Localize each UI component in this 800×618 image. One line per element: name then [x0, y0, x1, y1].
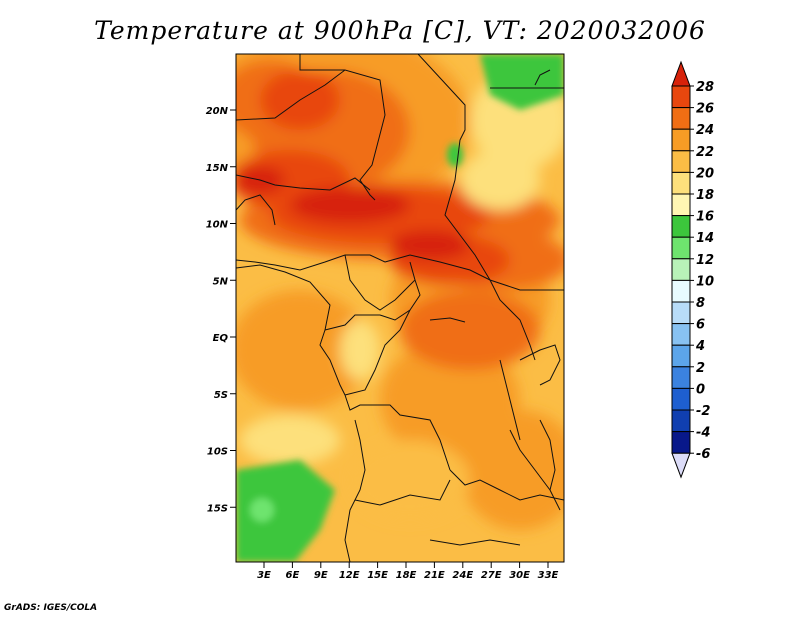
- colorbar-segment: [671, 409, 691, 433]
- temperature-field: [236, 54, 564, 562]
- colorbar-segment: [671, 150, 691, 173]
- colorbar-label: 2: [696, 361, 705, 376]
- lat-label: 5S: [214, 390, 228, 401]
- lon-label: 9E: [314, 570, 328, 581]
- colorbar-segment: [671, 128, 691, 152]
- colorbar-label: 14: [696, 231, 714, 246]
- lon-label: 30E: [509, 570, 530, 581]
- colorbar-segment: [671, 323, 691, 346]
- colorbar-label: -6: [696, 447, 710, 462]
- lon-label: 6E: [286, 570, 300, 581]
- colorbar-segment: [671, 171, 691, 195]
- lat-label: 10N: [206, 220, 229, 231]
- colorbar-label: 22: [696, 145, 714, 160]
- latitude-axis: 20N 15N 10N 5N EQ 5S 10S 15S: [206, 106, 236, 514]
- colorbar-segment: [671, 107, 691, 130]
- footer-credit: GrADS: IGES/COLA: [4, 603, 98, 613]
- colorbar-label: 12: [696, 253, 714, 268]
- colorbar-segment: [671, 344, 691, 368]
- colorbar-segment: [671, 193, 691, 217]
- colorbar-label: 4: [695, 339, 705, 354]
- lat-label: 15S: [207, 503, 228, 514]
- lat-label: EQ: [213, 333, 229, 344]
- colorbar-segment: [671, 431, 691, 454]
- colorbar-label: -2: [696, 404, 710, 419]
- colorbar-label: 24: [696, 123, 714, 138]
- lat-label: 20N: [206, 106, 229, 117]
- colorbar-segment: [671, 279, 691, 303]
- colorbar-top-arrow: [671, 60, 691, 87]
- lon-label: 12E: [339, 570, 360, 581]
- colorbar-segment: [671, 85, 691, 109]
- lon-label: 18E: [396, 570, 417, 581]
- lat-label: 10S: [207, 447, 228, 458]
- lat-label: 5N: [213, 276, 229, 287]
- colorbar-label: 10: [696, 274, 714, 289]
- country-boundaries: [236, 54, 564, 562]
- colorbar-segment: [671, 215, 691, 238]
- colorbar-segment: [671, 258, 691, 281]
- colorbar-segment: [671, 387, 691, 411]
- colorbar-label: -4: [696, 426, 710, 441]
- colorbar-label: 6: [696, 318, 705, 333]
- colorbar-segment: [671, 236, 691, 260]
- lon-label: 24E: [452, 570, 473, 581]
- colorbar-bottom-arrow: [671, 452, 691, 479]
- colorbar-label: 26: [696, 102, 714, 117]
- colorbar-label: 16: [696, 210, 714, 225]
- longitude-axis: 3E 6E 9E 12E 15E 18E 21E 24E 27E 30E 33E: [257, 562, 559, 581]
- lon-label: 15E: [367, 570, 388, 581]
- lon-label: 21E: [424, 570, 445, 581]
- lon-label: 3E: [257, 570, 271, 581]
- chart-title: Temperature at 900hPa [C], VT: 202003200…: [94, 16, 706, 45]
- lon-label: 27E: [481, 570, 502, 581]
- colorbar-label: 20: [696, 166, 714, 181]
- colorbar-segment: [671, 366, 691, 389]
- colorbar-segment: [671, 301, 691, 325]
- colorbar-label: 18: [696, 188, 714, 203]
- lon-label: 33E: [538, 570, 559, 581]
- colorbar-label: 8: [696, 296, 705, 311]
- colorbar-label: 0: [696, 382, 705, 397]
- lat-label: 15N: [206, 163, 229, 174]
- colorbar-label: 28: [696, 80, 714, 95]
